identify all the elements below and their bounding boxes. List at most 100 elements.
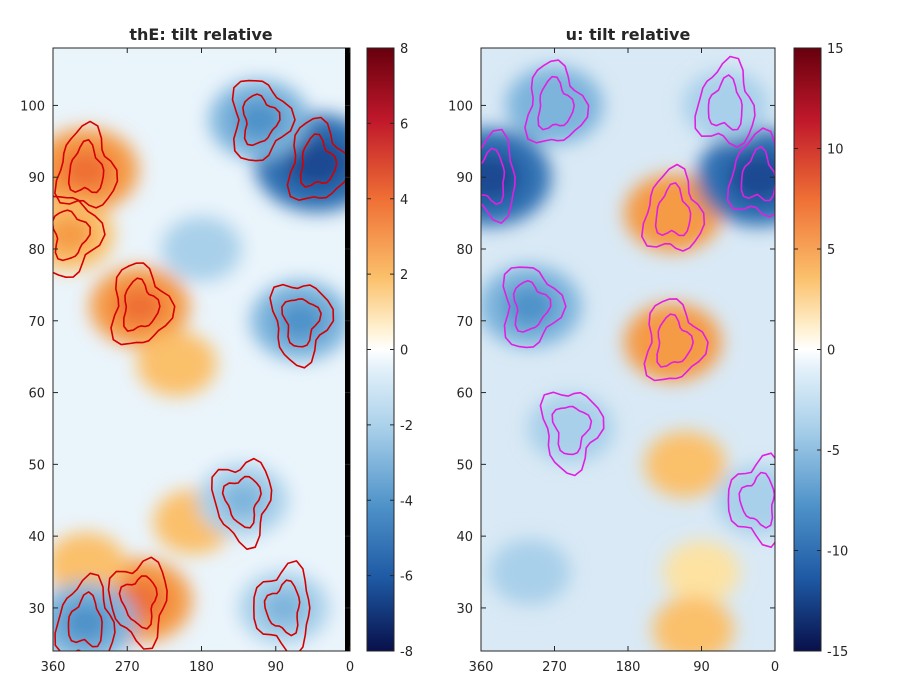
contour-11-1 bbox=[738, 471, 775, 529]
contour-4-1 bbox=[118, 575, 158, 630]
contour-8-1 bbox=[512, 280, 552, 333]
contour-10-0 bbox=[211, 457, 273, 550]
colorbar-tick-label: -5 bbox=[827, 444, 840, 459]
contour-1-1 bbox=[123, 277, 161, 332]
cold-core-11 bbox=[261, 589, 307, 627]
colorbar-tick-label: 8 bbox=[400, 42, 408, 57]
panel-the: thE: tilt relative 360 270 180 90 0 30 40 50 60… bbox=[20, 25, 354, 675]
contour-4-0 bbox=[107, 556, 168, 650]
x-tick-label: 0 bbox=[346, 660, 354, 675]
y-tick-label: 100 bbox=[448, 99, 473, 114]
x-tick-label: 270 bbox=[115, 660, 140, 675]
contour-0-1 bbox=[654, 182, 692, 237]
y-tick-label: 50 bbox=[456, 458, 473, 473]
contour-9-1 bbox=[281, 298, 322, 348]
colorbar-tick-label: -15 bbox=[827, 645, 848, 660]
x-tick-label: 270 bbox=[542, 660, 567, 675]
contour-11-1 bbox=[263, 579, 301, 637]
x-tick-label: 180 bbox=[616, 660, 641, 675]
colorbar-the: 8 6 4 2 0 -2 -4 -6 -8 bbox=[366, 42, 413, 660]
y-tick-label: 50 bbox=[28, 458, 45, 473]
cold-core-8 bbox=[504, 285, 556, 327]
colorbar-tick-label: 0 bbox=[400, 344, 408, 359]
contour-lines bbox=[53, 79, 350, 651]
cold-core-12 bbox=[704, 87, 748, 123]
x-tick-label: 360 bbox=[469, 660, 494, 675]
x-tick-label: 90 bbox=[267, 660, 284, 675]
y-tick-label: 90 bbox=[456, 171, 473, 186]
contour-6-0 bbox=[726, 127, 775, 218]
x-tick-label: 0 bbox=[771, 660, 779, 675]
y-ticks: 30 40 50 60 70 80 90 100 bbox=[448, 99, 775, 617]
y-tick-label: 70 bbox=[456, 315, 473, 330]
x-tick-label: 90 bbox=[693, 660, 710, 675]
colorbar-tick-label: -10 bbox=[827, 545, 848, 560]
colorbar-tick-label: 0 bbox=[827, 344, 835, 359]
colorbar-tick-label: 15 bbox=[827, 42, 844, 57]
contour-lines bbox=[481, 55, 775, 548]
cold-core-13 bbox=[181, 232, 222, 266]
right-edge-bar bbox=[345, 48, 350, 651]
contour-8-0 bbox=[231, 79, 296, 162]
y-tick-label: 30 bbox=[456, 602, 473, 617]
colorbar-gradient bbox=[793, 47, 822, 652]
y-tick-label: 40 bbox=[28, 530, 45, 545]
colorbar-tick-label: 2 bbox=[400, 268, 408, 283]
y-tick-label: 60 bbox=[456, 387, 473, 402]
contour-2-0 bbox=[53, 195, 106, 278]
colorbar-u: 15 10 5 0 -5 -10 -15 bbox=[793, 42, 848, 660]
contour-8-0 bbox=[502, 266, 567, 349]
contour-7-1 bbox=[299, 133, 338, 188]
colorbar-tick-label: -8 bbox=[400, 645, 413, 660]
panel-title: u: tilt relative bbox=[566, 25, 691, 44]
contour-1-0 bbox=[110, 262, 176, 346]
colorbar-gradient bbox=[366, 47, 395, 652]
y-tick-label: 80 bbox=[456, 243, 473, 258]
x-ticks: 360 270 180 90 0 bbox=[469, 48, 779, 675]
y-tick-label: 40 bbox=[456, 530, 473, 545]
contour-0-0 bbox=[641, 163, 706, 252]
colorbar-tick-label: 4 bbox=[400, 193, 408, 208]
contour-5-0 bbox=[481, 128, 516, 224]
y-tick-label: 100 bbox=[20, 99, 45, 114]
contour-5-1 bbox=[481, 147, 506, 205]
panel-u: u: tilt relative 360 270 180 90 0 30 40 50 60 70… bbox=[448, 25, 779, 675]
colorbar-tick-label: -6 bbox=[400, 570, 413, 585]
x-ticks: 360 270 180 90 0 bbox=[41, 48, 354, 675]
y-tick-label: 70 bbox=[28, 315, 45, 330]
contour-9-0 bbox=[539, 391, 605, 477]
x-tick-label: 360 bbox=[41, 660, 66, 675]
warm-core-4 bbox=[673, 612, 714, 646]
contour-7-0 bbox=[286, 116, 350, 201]
contour-0-0 bbox=[54, 120, 119, 209]
y-tick-label: 30 bbox=[28, 602, 45, 617]
y-tick-label: 80 bbox=[28, 243, 45, 258]
warm-core-3 bbox=[156, 347, 197, 381]
colorbar-ticks: 15 10 5 0 -5 -10 -15 bbox=[794, 42, 848, 660]
x-tick-label: 180 bbox=[189, 660, 214, 675]
warm-core-1 bbox=[114, 286, 165, 327]
colorbar-tick-label: 6 bbox=[400, 117, 408, 132]
cold-core-5 bbox=[481, 152, 521, 202]
contour-12-1 bbox=[67, 591, 103, 648]
y-tick-label: 60 bbox=[28, 387, 45, 402]
contour-1-1 bbox=[656, 313, 694, 368]
contour-1-0 bbox=[643, 298, 709, 382]
y-ticks: 30 40 50 60 70 80 90 100 bbox=[20, 99, 350, 617]
contour-12-1 bbox=[707, 74, 743, 131]
warm-core-2 bbox=[664, 447, 706, 481]
contour-12-0 bbox=[694, 55, 756, 148]
colorbar-tick-label: 5 bbox=[827, 243, 835, 258]
cold-core-11 bbox=[737, 482, 775, 518]
colorbar-tick-label: -2 bbox=[400, 419, 413, 434]
contour-7-1 bbox=[537, 75, 575, 131]
y-tick-label: 90 bbox=[28, 171, 45, 186]
warm-core-6 bbox=[66, 548, 106, 582]
warm-core-3 bbox=[682, 556, 721, 588]
contour-6-1 bbox=[740, 145, 775, 202]
warm-core-1 bbox=[648, 322, 698, 362]
colorbar-tick-label: -4 bbox=[400, 494, 413, 509]
contour-0-1 bbox=[67, 139, 105, 194]
contour-12-0 bbox=[54, 572, 116, 651]
